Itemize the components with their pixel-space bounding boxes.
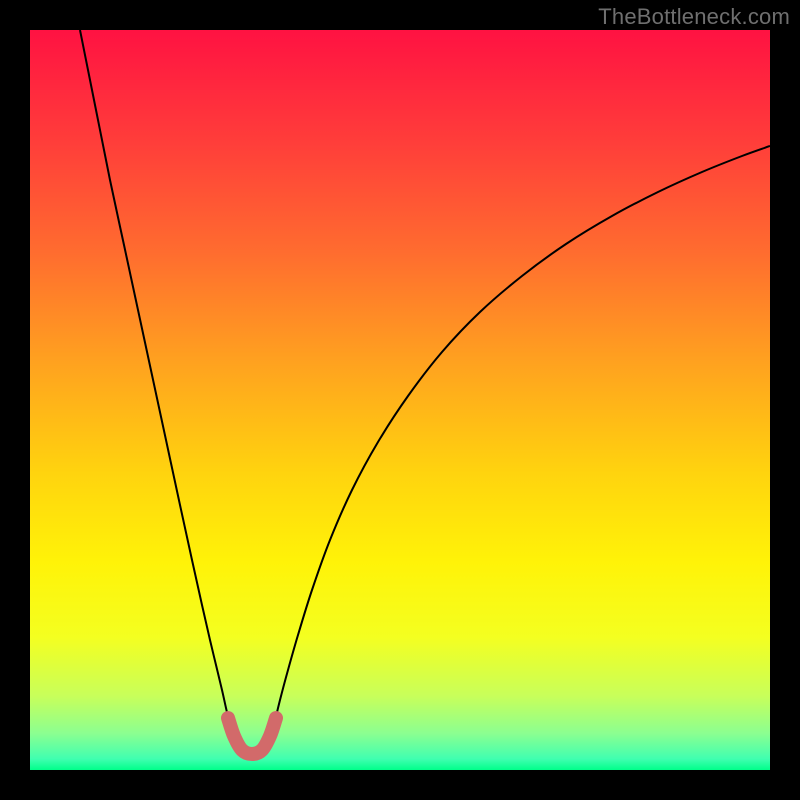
curve-right-branch — [274, 146, 770, 725]
curve-dip-marker — [228, 718, 276, 754]
plot-frame — [30, 30, 770, 770]
watermark-text: TheBottleneck.com — [598, 4, 790, 30]
curve-layer — [30, 30, 770, 770]
curve-left-branch — [80, 30, 230, 725]
